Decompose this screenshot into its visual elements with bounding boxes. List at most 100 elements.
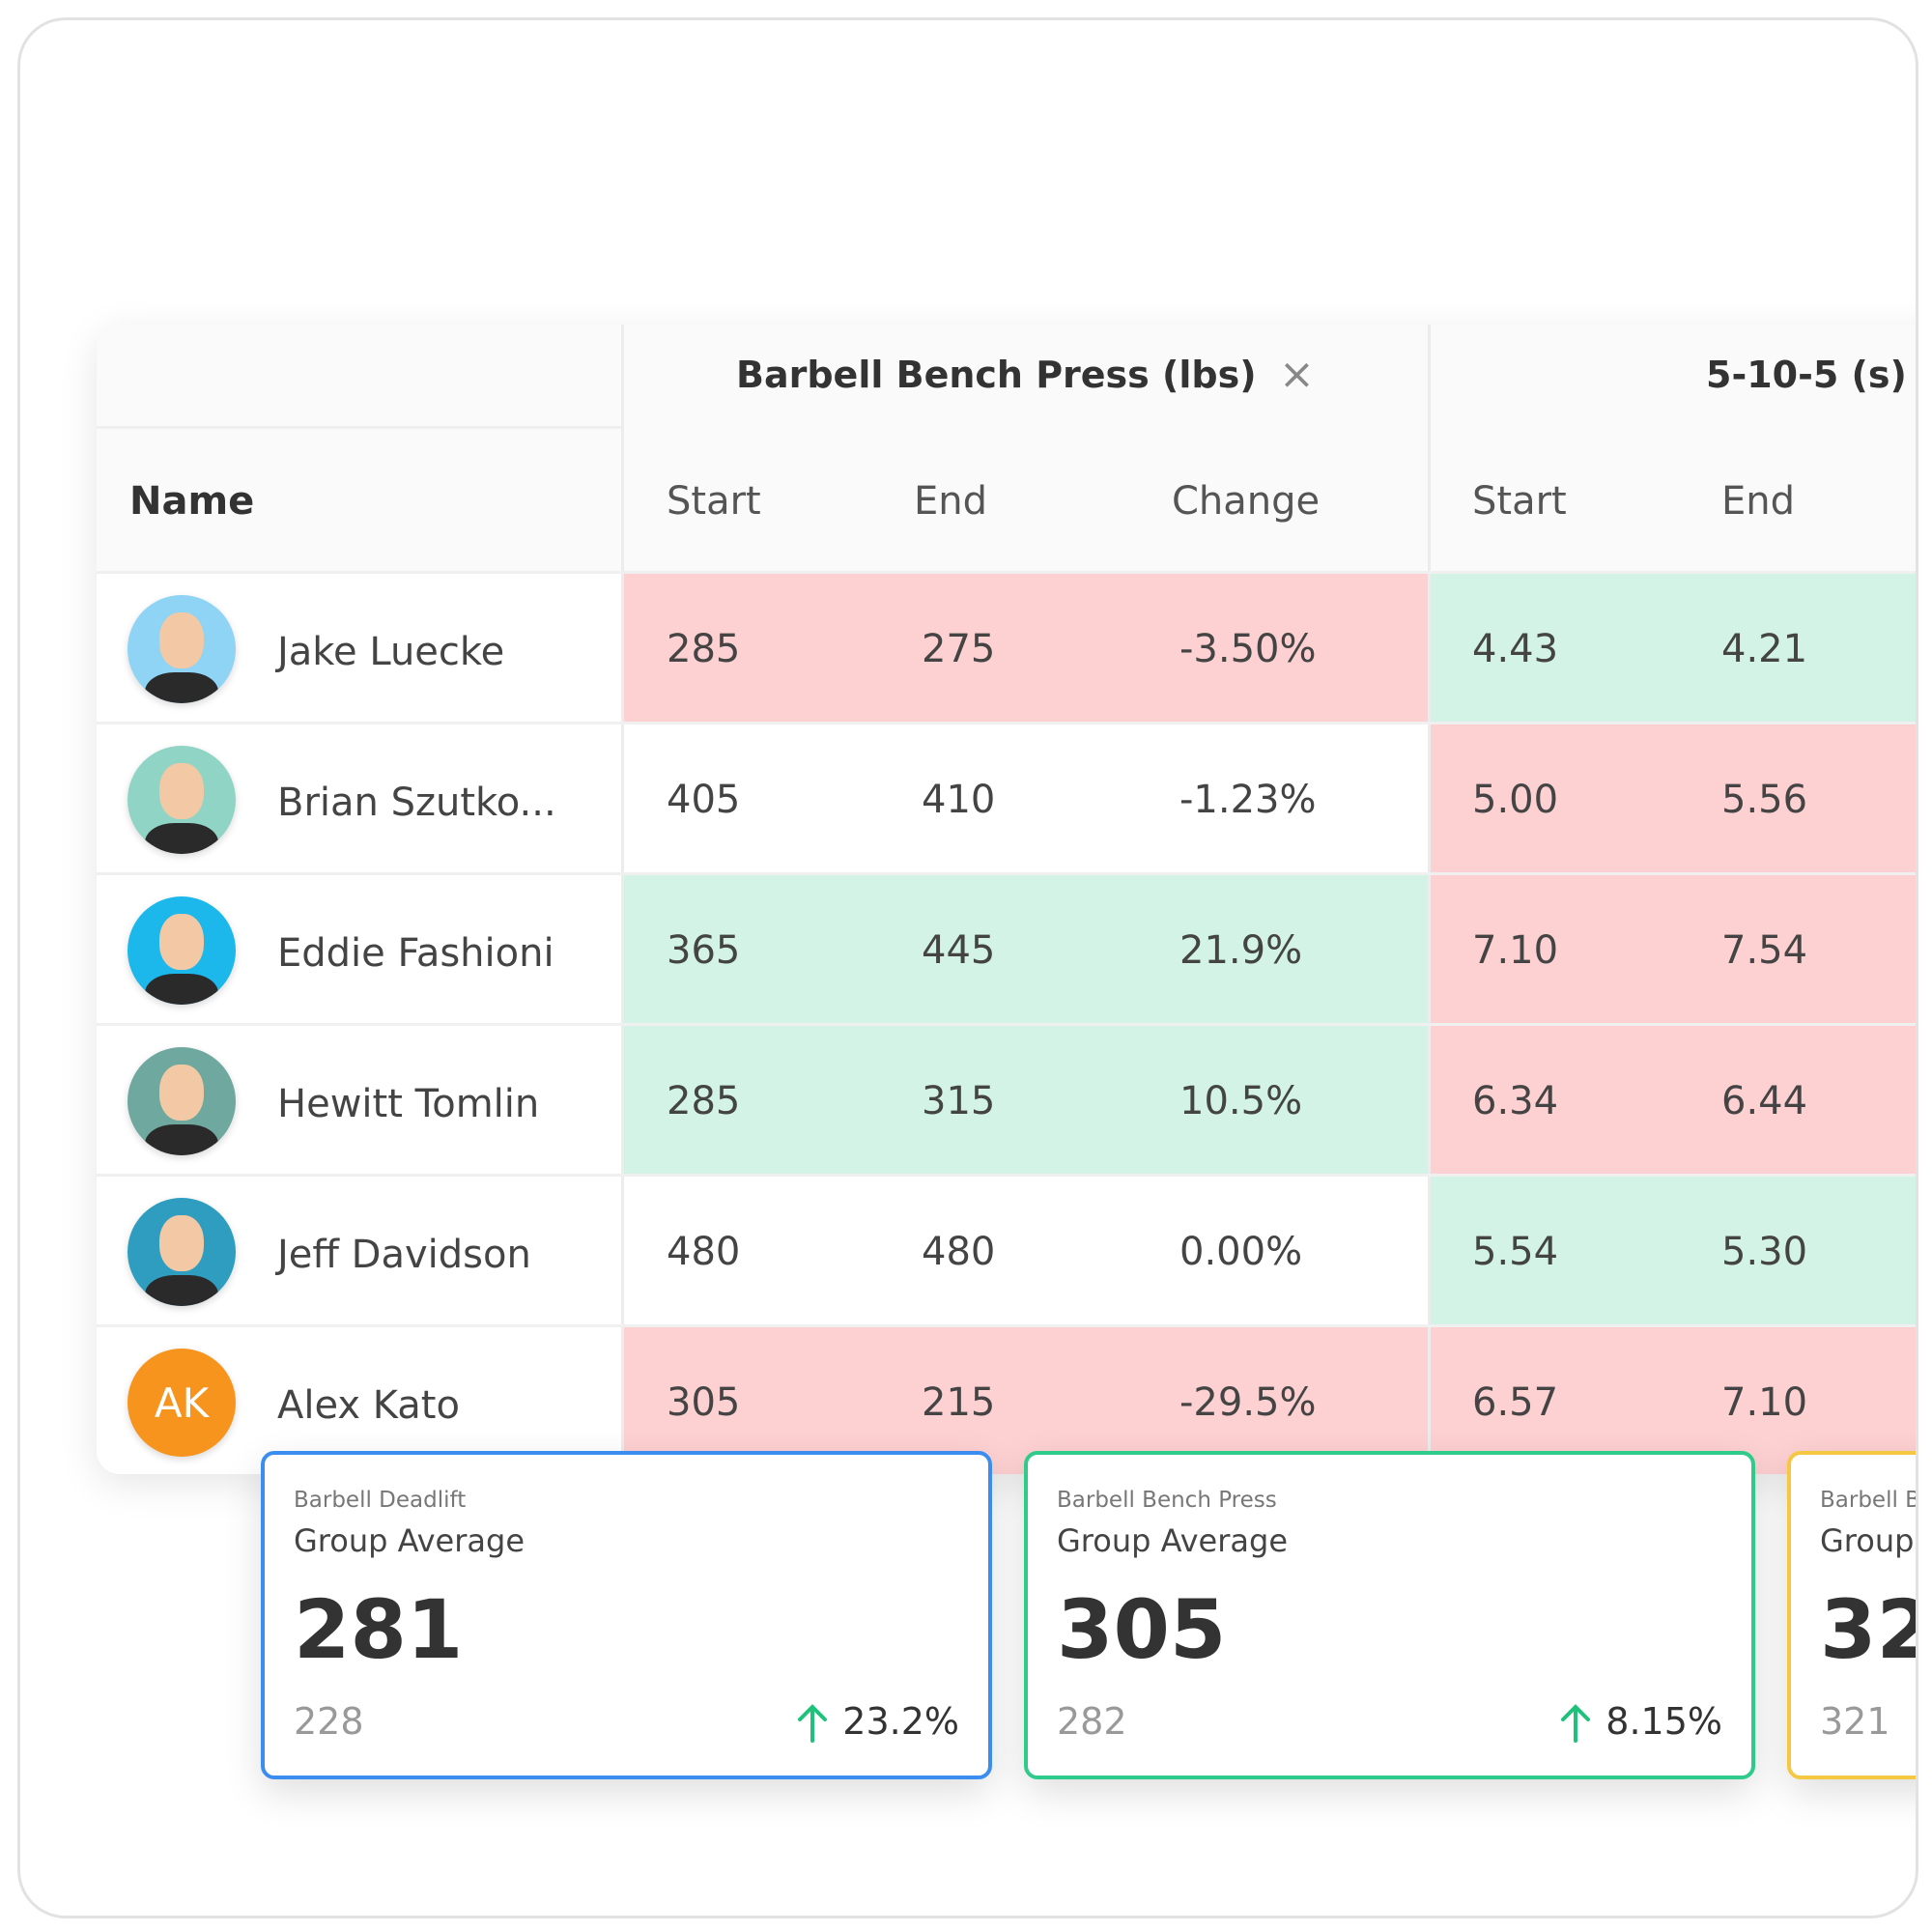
cell-value: 4.21	[1721, 627, 1808, 671]
cell-bg	[1431, 724, 1916, 872]
header-divider	[97, 426, 624, 429]
athlete-name: Hewitt Tomlin	[277, 1082, 540, 1126]
avatar-body	[145, 1124, 218, 1155]
column-header: Start	[667, 478, 761, 524]
group-divider	[621, 325, 624, 1474]
cell-value: 405	[667, 778, 741, 822]
up-arrow	[798, 1704, 828, 1743]
avatar-body	[145, 672, 218, 703]
avatar-face	[159, 612, 204, 668]
cell-value: 275	[922, 627, 996, 671]
card-previous: 321	[1820, 1700, 1890, 1743]
group-header: 5-10-5 (s)	[1706, 354, 1907, 396]
cell-value: 7.10	[1721, 1380, 1808, 1425]
summary-card: Barbell Bench Press Group Average 305 282 8.…	[1024, 1451, 1755, 1779]
cell-value: 4.43	[1472, 627, 1559, 671]
avatar-initials: AK	[154, 1379, 210, 1427]
header-bg	[97, 325, 1916, 574]
card-previous: 228	[294, 1700, 364, 1743]
avatar	[128, 1047, 236, 1155]
card-value: 32	[1820, 1582, 1916, 1677]
card-exercise: Barbell B	[1820, 1488, 1918, 1513]
cell-bg	[1431, 875, 1916, 1023]
avatar-body	[145, 1275, 218, 1306]
cell-value: 6.34	[1472, 1079, 1559, 1123]
cell-value: 285	[667, 1079, 741, 1123]
cell-value: 480	[667, 1230, 741, 1274]
athlete-name: Eddie Fashioni	[277, 931, 554, 976]
cell-value: 5.54	[1472, 1230, 1559, 1274]
cell-value: 365	[667, 928, 741, 973]
cell-value: 315	[922, 1079, 996, 1123]
cell-value: 6.57	[1472, 1380, 1559, 1425]
cell-value: -3.50%	[1179, 627, 1317, 671]
cell-value: 410	[922, 778, 996, 822]
card-value: 281	[294, 1582, 464, 1677]
avatar-face	[159, 1215, 204, 1271]
card-change: 8.15%	[1605, 1700, 1722, 1743]
athlete-name: Brian Szutko...	[277, 781, 556, 825]
row-divider	[97, 1324, 1916, 1327]
cell-bg	[624, 1327, 1428, 1474]
avatar-body	[145, 974, 218, 1005]
cell-value: 7.10	[1472, 928, 1559, 973]
cell-value: 445	[922, 928, 996, 973]
cell-value: 21.9%	[1179, 928, 1303, 973]
group-divider	[1428, 325, 1431, 1474]
results-table: Name Barbell Bench Press (lbs) × Start End Ch…	[97, 325, 1916, 1474]
card-exercise: Barbell Bench Press	[1057, 1488, 1277, 1513]
avatar-face	[159, 1065, 204, 1121]
cell-bg	[1431, 574, 1916, 722]
athlete-name: Jake Luecke	[277, 630, 505, 674]
group-header: Barbell Bench Press (lbs)	[736, 354, 1257, 396]
athlete-name: Alex Kato	[277, 1383, 460, 1428]
avatar-face	[159, 763, 204, 819]
row-divider	[97, 1174, 1916, 1177]
card-value: 305	[1057, 1582, 1227, 1677]
row-divider	[97, 1023, 1916, 1026]
up-arrow	[1561, 1704, 1591, 1743]
cell-bg	[1431, 1026, 1916, 1174]
card-label: Group Average	[1057, 1522, 1288, 1559]
cell-value: 6.44	[1721, 1079, 1808, 1123]
cell-bg	[624, 1177, 1428, 1324]
cell-bg	[624, 875, 1428, 1023]
cell-value: 305	[667, 1380, 741, 1425]
cell-bg	[1431, 1177, 1916, 1324]
screenshot-frame: Name Barbell Bench Press (lbs) × Start End Ch…	[17, 17, 1918, 1918]
cell-value: 5.30	[1721, 1230, 1808, 1274]
row-divider	[97, 722, 1916, 724]
cell-value: -29.5%	[1179, 1380, 1317, 1425]
card-previous: 282	[1057, 1700, 1127, 1743]
athlete-name: Jeff Davidson	[277, 1233, 531, 1277]
row-divider	[97, 571, 1916, 574]
close-button[interactable]: ×	[1279, 350, 1315, 399]
column-header: Start	[1472, 478, 1567, 524]
avatar	[128, 746, 236, 854]
card-label: Group Average	[294, 1522, 525, 1559]
column-header: End	[914, 478, 988, 524]
avatar	[128, 595, 236, 703]
cell-value: 5.00	[1472, 778, 1559, 822]
avatar	[128, 1198, 236, 1306]
avatar-face	[159, 914, 204, 970]
column-header: End	[1721, 478, 1796, 524]
name-header: Name	[129, 478, 255, 524]
card-label: Group	[1820, 1522, 1915, 1559]
card-change: 23.2%	[842, 1700, 959, 1743]
cell-bg	[624, 1026, 1428, 1174]
cell-value: 285	[667, 627, 741, 671]
avatar	[128, 896, 236, 1005]
cell-bg	[624, 724, 1428, 872]
cell-value: 5.56	[1721, 778, 1808, 822]
summary-card: Barbell Deadlift Group Average 281 228 23.2%	[261, 1451, 992, 1779]
cell-value: -1.23%	[1179, 778, 1317, 822]
row-divider	[97, 872, 1916, 875]
column-header: Change	[1172, 478, 1321, 524]
cell-value: 7.54	[1721, 928, 1808, 973]
cell-value: 0.00%	[1179, 1230, 1303, 1274]
summary-card: Barbell B Group 32 321	[1787, 1451, 1918, 1779]
cell-value: 215	[922, 1380, 996, 1425]
cell-bg	[1431, 1327, 1916, 1474]
